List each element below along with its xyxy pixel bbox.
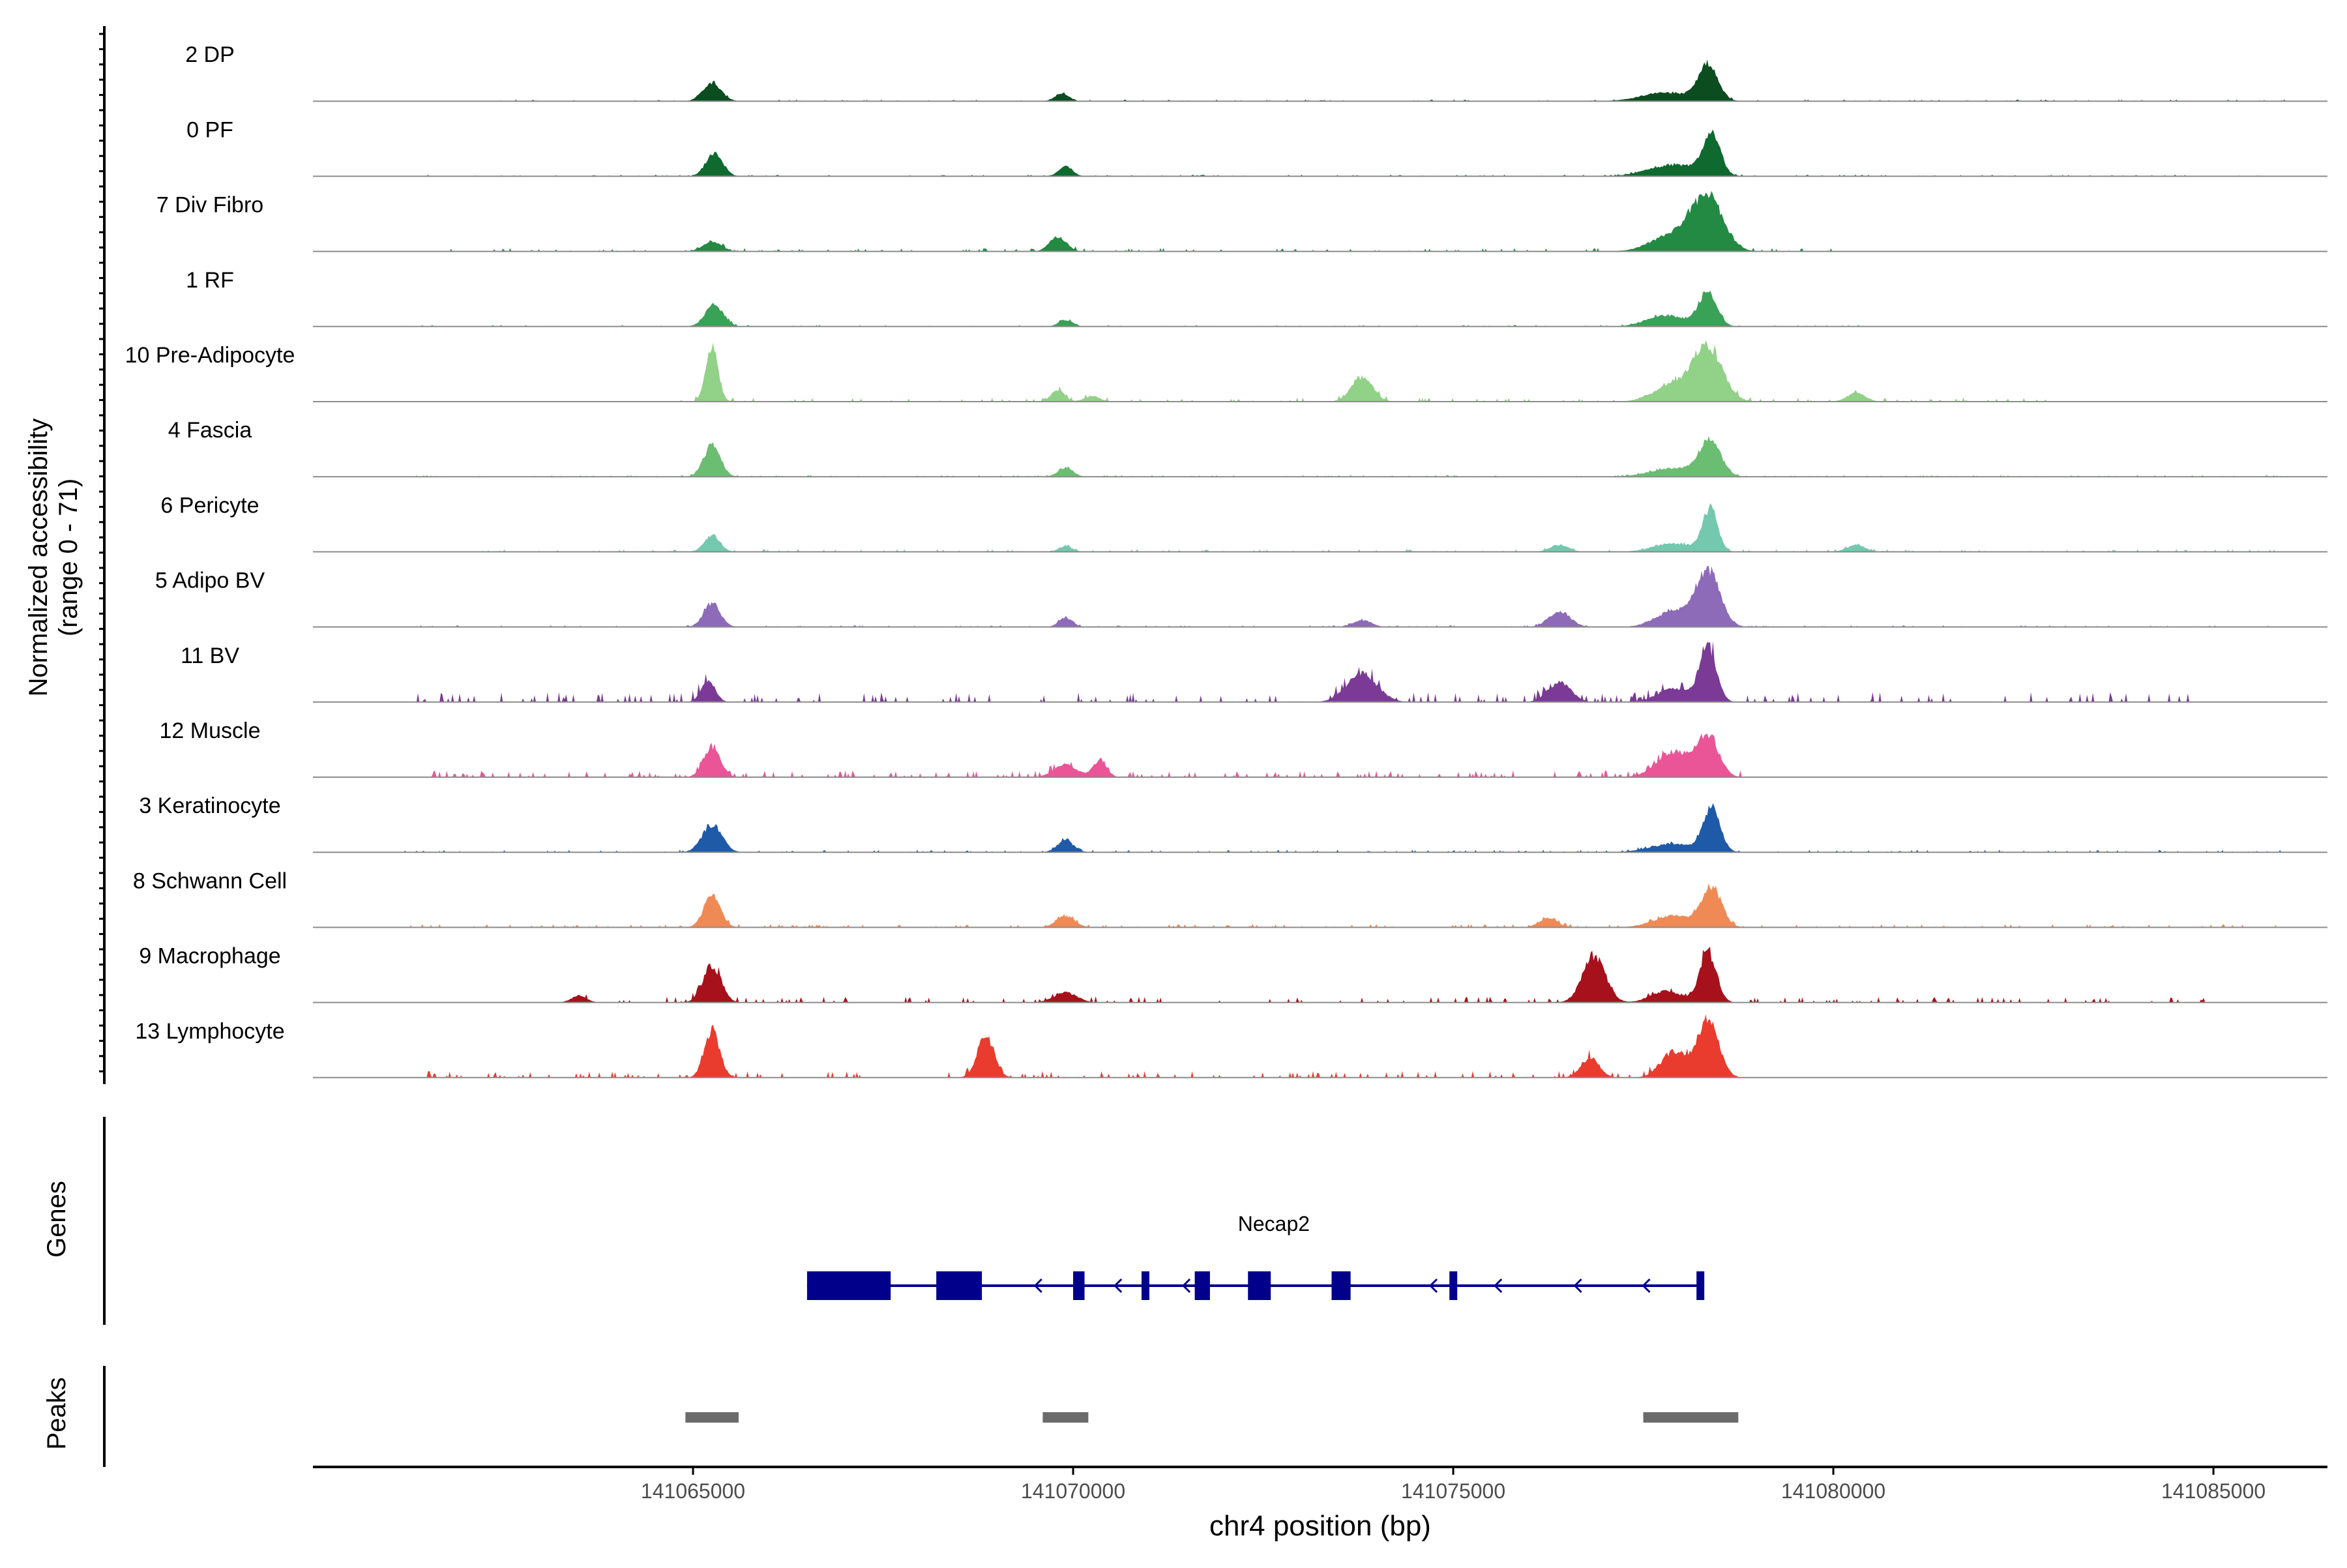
coverage-area <box>313 436 2327 477</box>
x-tick-label: 141085000 <box>2161 1479 2266 1503</box>
gene-track: Necap2 <box>806 1212 1705 1300</box>
exon <box>1248 1271 1271 1300</box>
exon <box>1696 1271 1705 1300</box>
strand-arrow <box>1428 1278 1438 1294</box>
track-label: 8 Schwann Cell <box>133 868 287 893</box>
strand-arrow <box>1181 1278 1191 1294</box>
peak-regions-track <box>685 1412 1739 1423</box>
y-axis-title-line1: Normalized accessibility <box>24 419 53 697</box>
exon <box>1194 1271 1210 1300</box>
x-axis: 141065000 141070000 141075000 141080000 1410… <box>313 1466 2327 1503</box>
track: 8 Schwann Cell <box>133 868 2327 928</box>
track-label: 9 Macrophage <box>139 944 280 969</box>
strand-arrow <box>1494 1278 1503 1294</box>
track: 12 Muscle <box>160 718 2327 778</box>
track: 1 RF <box>186 268 2327 327</box>
coverage-area <box>313 1014 2327 1078</box>
coverage-area <box>313 733 2327 777</box>
x-tick-label: 141070000 <box>1021 1479 1125 1503</box>
x-tick-label: 141080000 <box>1781 1479 1885 1503</box>
peak-region <box>1643 1412 1739 1423</box>
exon <box>936 1271 982 1300</box>
track-label: 3 Keratinocyte <box>139 793 280 818</box>
track-label: 5 Adipo BV <box>155 569 265 593</box>
coverage-area <box>313 566 2327 627</box>
coverage-area <box>313 190 2327 252</box>
strand-arrow <box>1033 1278 1042 1294</box>
track-label: 1 RF <box>186 268 234 293</box>
gene-name: Necap2 <box>1238 1212 1310 1235</box>
track: 11 BV <box>181 641 2327 703</box>
y-axis <box>99 26 106 1084</box>
track: 10 Pre-Adipocyte <box>125 340 2327 402</box>
coverage-area <box>313 340 2327 402</box>
track: 6 Pericyte <box>160 493 2327 553</box>
coverage-tracks: 2 DP 0 PF 7 Div Fibro 1 RF 10 Pre-Adipocyte 4… <box>125 42 2327 1078</box>
strand-arrow <box>1573 1278 1582 1294</box>
coverage-area <box>313 803 2327 853</box>
track-label: 7 Div Fibro <box>156 193 263 218</box>
coverage-area <box>313 947 2327 1003</box>
track-label: 13 Lymphocyte <box>135 1019 284 1044</box>
track: 7 Div Fibro <box>156 190 2327 252</box>
coverage-area <box>313 129 2327 177</box>
track: 4 Fascia <box>168 418 2327 478</box>
x-axis-title: chr4 position (bp) <box>1209 1510 1431 1542</box>
track: 2 DP <box>185 42 2327 102</box>
track-label: 6 Pericyte <box>160 493 259 518</box>
coverage-area <box>313 883 2327 928</box>
coverage-area <box>313 290 2327 327</box>
track-label: 11 BV <box>181 643 239 668</box>
track: 0 PF <box>186 117 2327 177</box>
x-tick-label: 141075000 <box>1401 1479 1505 1503</box>
track-label: 4 Fascia <box>168 418 252 443</box>
peaks-label: Peaks <box>42 1377 71 1449</box>
track: 3 Keratinocyte <box>139 793 2327 853</box>
coverage-area <box>313 641 2327 702</box>
track: 5 Adipo BV <box>155 566 2327 628</box>
track-label: 12 Muscle <box>160 718 261 743</box>
exon <box>1073 1271 1085 1300</box>
coverage-area <box>313 59 2327 102</box>
track-label: 0 PF <box>186 117 233 142</box>
peak-region <box>1042 1412 1089 1423</box>
track: 13 Lymphocyte <box>135 1014 2327 1078</box>
strand-arrow <box>1114 1278 1123 1294</box>
strand-arrow <box>1642 1278 1651 1294</box>
exon <box>1449 1271 1458 1300</box>
coverage-area <box>313 503 2327 552</box>
exon <box>1331 1271 1351 1300</box>
genes-label: Genes <box>42 1181 71 1258</box>
exon <box>806 1271 891 1300</box>
track-label: 10 Pre-Adipocyte <box>125 343 295 368</box>
y-axis-title: Normalized accessibility (range 0 - 71) <box>24 419 83 697</box>
x-tick-label: 141065000 <box>641 1479 745 1503</box>
track-label: 2 DP <box>185 42 235 67</box>
exon <box>1141 1271 1149 1300</box>
track: 9 Macrophage <box>139 944 2327 1003</box>
peak-region <box>685 1412 739 1423</box>
y-axis-title-line2: (range 0 - 71) <box>54 479 83 636</box>
